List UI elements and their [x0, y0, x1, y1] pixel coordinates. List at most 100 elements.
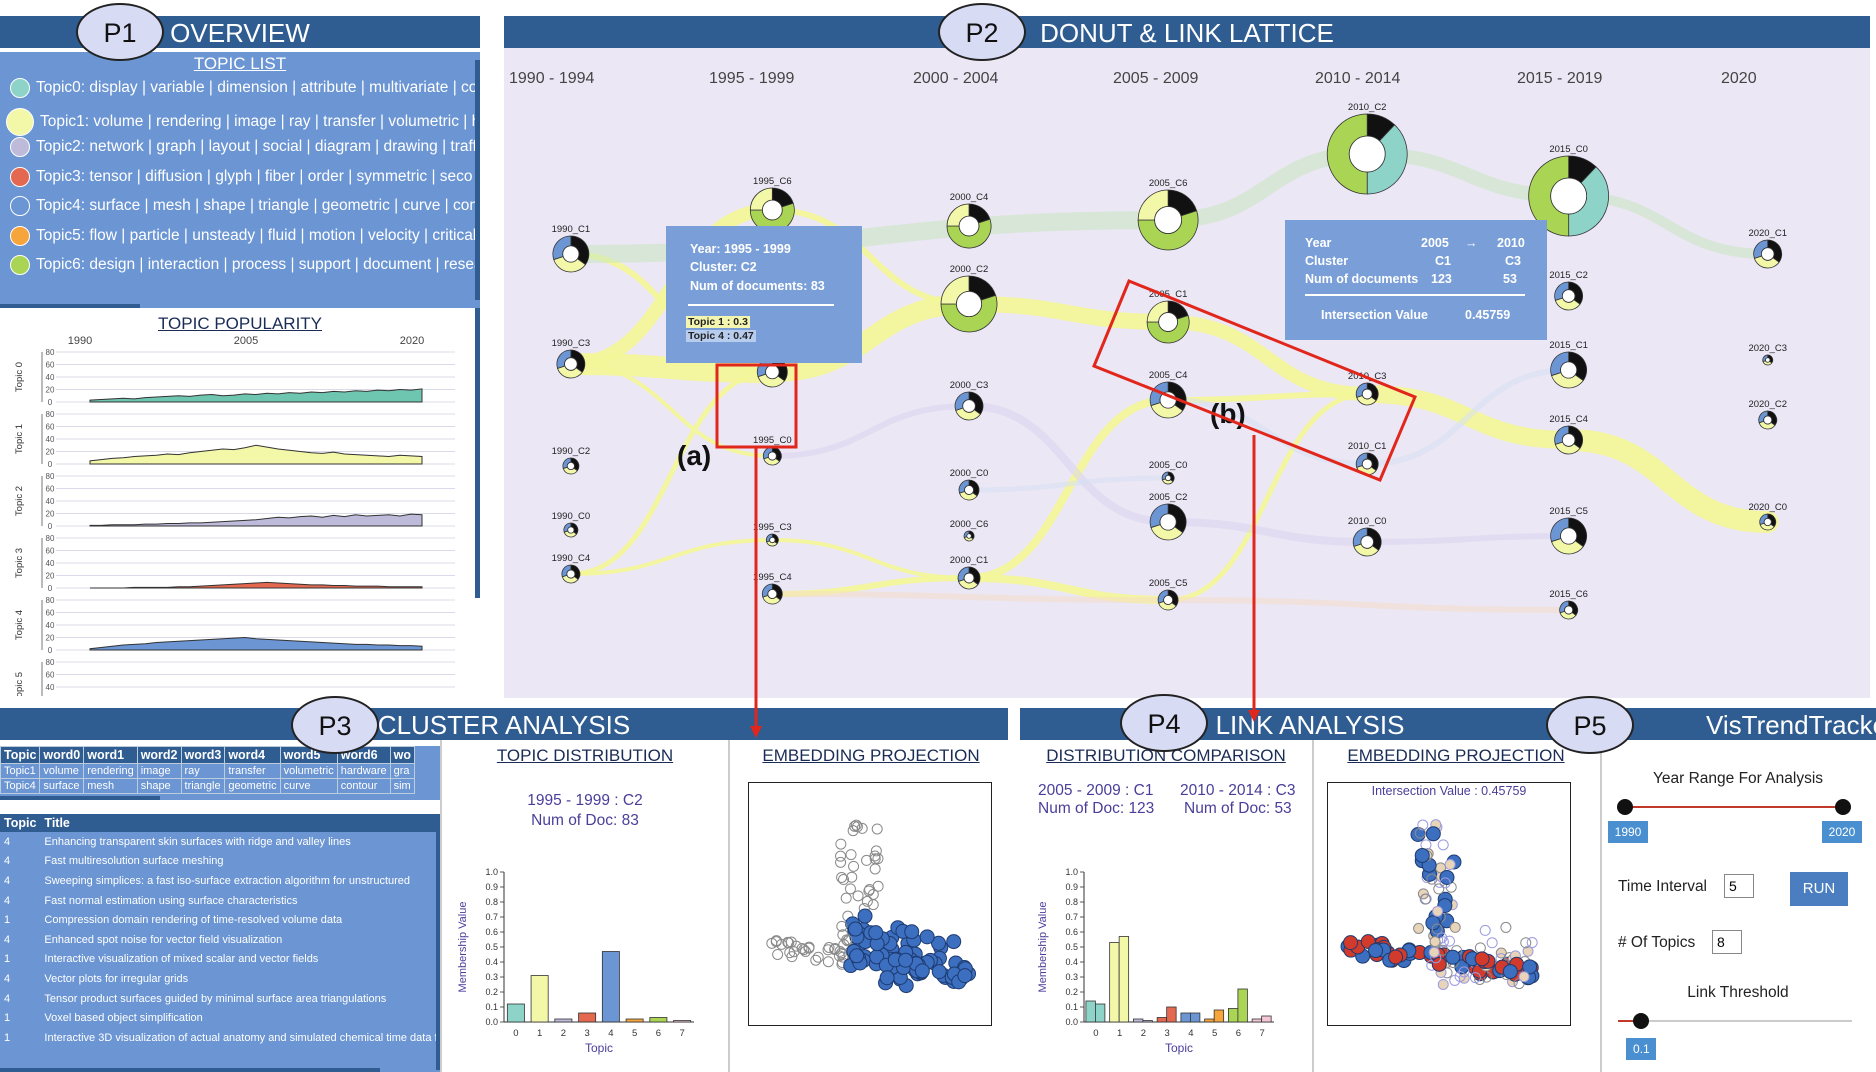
title-table-row[interactable]: 4 Fast normal estimation using surface ch… — [0, 891, 440, 911]
y-axis-label: Membership Value — [457, 902, 469, 993]
popularity-scrollbar[interactable] — [475, 308, 480, 598]
title-table-row[interactable]: Topic Title — [0, 814, 440, 832]
link-tip-docs-label: Num of documents — [1305, 272, 1419, 286]
document-title-table[interactable]: Topic Title 4 Enhancing transparent skin su… — [0, 814, 440, 1072]
cluster-donut: 2020_C0 — [1748, 502, 1787, 531]
topic-distribution-chart: 0.0 0.1 0.2 0.3 0.4 0.5 0.6 0.7 0.8 0.9 1.0 Members… — [457, 867, 694, 1055]
embedding-point — [957, 968, 973, 984]
pop-tick-label: 20 — [46, 696, 55, 697]
title-table-cell: Enhancing transparent skin surfaces with… — [44, 835, 351, 848]
pop-row-label: Topic 4 — [14, 610, 25, 640]
topic-color-swatch — [10, 225, 30, 246]
word-table-cell: wo — [389, 746, 415, 764]
pop-tick-label: 40 — [46, 683, 55, 692]
topic-distribution-title: TOPIC DISTRIBUTION — [496, 746, 674, 765]
cluster-label: 1990_C1 — [552, 224, 591, 235]
lattice-year-column: 2005 - 2009 — [1113, 70, 1199, 87]
y-tick-label: 0.2 — [485, 987, 498, 997]
pop-tick-label: 80 — [46, 472, 55, 481]
title-table-row[interactable]: 1 Interactive visualization of mixed scal… — [0, 950, 440, 970]
cluster-label: 2020_C1 — [1748, 228, 1787, 239]
y-tick-label: 0.1 — [1065, 1002, 1078, 1012]
cluster-dist-heading: 1995 - 1999 : C2 — [527, 792, 643, 809]
embedding-point — [1431, 923, 1443, 935]
bar — [1142, 1020, 1153, 1023]
annotation-a: (a) — [677, 440, 712, 471]
title-table-row[interactable]: 4 Sweeping simplices: a fast iso-surface … — [0, 871, 440, 891]
bar — [1189, 1012, 1201, 1023]
embedding-point — [1437, 978, 1449, 990]
word-table-row[interactable]: Topic4 surface mesh shape triangle geometric c… — [0, 778, 415, 794]
word-table-row[interactable]: Topic1 volume rendering image ray transfer vol… — [0, 763, 415, 779]
link-analysis-panel: LINK ANALYSIS DISTRIBUTION COMPARISON 20… — [1020, 708, 1600, 1072]
pop-tick-label: 0 — [48, 398, 53, 407]
pop-tick-label: 60 — [46, 547, 55, 556]
title-table-row[interactable]: 1 Interactive 3D visualization of actual … — [0, 1028, 440, 1048]
title-table-row[interactable]: 1 Compression domain rendering of time-re… — [0, 910, 440, 930]
year-range-min-handle[interactable] — [1617, 799, 1633, 815]
lattice-year-column: 1990 - 1994 — [509, 70, 595, 87]
topic-list-item[interactable]: Topic3: tensor | diffusion | glyph | fib… — [10, 166, 473, 193]
topic-list-item[interactable]: Topic5: flow | particle | unsteady | flu… — [10, 225, 476, 252]
topic-list-item[interactable]: Topic4: surface | mesh | shape | triangl… — [10, 196, 480, 222]
embedding-point — [861, 854, 873, 866]
cluster-donut: 2000_C1 — [950, 555, 988, 590]
cluster-donut: 2000_C4 — [946, 192, 992, 249]
topic-list-item[interactable]: Topic1: volume | rendering | image | ray… — [6, 107, 480, 136]
link-threshold-track[interactable] — [1618, 1020, 1852, 1022]
word-table-cell: word4 — [224, 746, 281, 764]
title-table-row[interactable]: 1 Voxel based object simplification — [0, 1008, 440, 1028]
bar — [554, 1018, 573, 1023]
topic-color-swatch — [10, 166, 30, 187]
run-button[interactable]: RUN — [1790, 872, 1848, 906]
cluster-label: 2000_C6 — [950, 519, 989, 530]
time-interval-input[interactable] — [1724, 874, 1754, 898]
cluster-label: 1995_C4 — [753, 572, 792, 583]
link-tip-year-label: Year — [1305, 236, 1332, 250]
topic-list-scrollbar[interactable] — [0, 304, 140, 308]
y-tick-label: 0.5 — [485, 942, 498, 952]
bar — [1109, 942, 1120, 1023]
bar — [1213, 1009, 1225, 1023]
title-table-cell: 1 — [4, 914, 11, 927]
embedding-point — [931, 964, 947, 980]
bar — [1156, 1017, 1168, 1023]
x-tick-label: 3 — [584, 1028, 589, 1039]
cluster-label: 2015_C0 — [1549, 144, 1588, 155]
topic-list[interactable]: TOPIC LIST Topic0: display | variable | … — [0, 52, 480, 308]
title-table-cell: 1 — [4, 1012, 11, 1025]
y-tick-label: 0.7 — [1065, 912, 1078, 922]
lattice-link — [1165, 391, 1370, 603]
pop-row-label: Topic 2 — [14, 486, 25, 516]
title-table-row[interactable]: 4 Enhanced spot noise for vector field vi… — [0, 930, 440, 950]
topic-list-item[interactable]: Topic0: display | variable | dimension |… — [10, 78, 480, 104]
lattice-link — [568, 538, 775, 576]
embedding-projection-plot[interactable] — [748, 782, 992, 1026]
x-tick-label: 4 — [1188, 1028, 1193, 1039]
topic-list-vscrollbar[interactable] — [475, 60, 480, 300]
num-topics-input[interactable] — [1712, 930, 1742, 954]
cluster-donut: 2020_C2 — [1748, 399, 1787, 430]
cluster-donut: 1995_C0 — [753, 435, 792, 466]
title-table-row[interactable]: 4 Vector plots for irregular grids — [0, 969, 440, 989]
topic-word-table[interactable]: Topic word0 word1 word2 word3 word4 word5 word6… — [0, 746, 440, 800]
word-table-cell: mesh — [83, 778, 138, 794]
title-table-row[interactable]: 4 Fast multiresolution surface meshing — [0, 852, 440, 872]
year-range-max-handle[interactable] — [1835, 799, 1851, 815]
topic-list-item[interactable]: Topic6: design | interaction | process |… — [10, 255, 480, 281]
link-threshold-handle[interactable] — [1633, 1013, 1650, 1029]
embedding-point — [852, 890, 864, 902]
lattice-link — [961, 296, 1177, 330]
cluster-label: 1995_C6 — [753, 176, 792, 187]
title-table-row[interactable]: 4 Enhancing transparent skin surfaces wit… — [0, 832, 440, 852]
link-embedding-plot[interactable] — [1327, 782, 1571, 1026]
bar — [1261, 1015, 1272, 1023]
y-tick-label: 0.8 — [485, 897, 498, 907]
embedding-point — [868, 925, 884, 941]
x-tick-label: 3 — [1164, 1028, 1169, 1039]
topic-list-item[interactable]: Topic2: network | graph | layout | socia… — [10, 137, 480, 163]
year-range-track[interactable] — [1625, 806, 1845, 808]
title-table-row[interactable]: 4 Tensor product surfaces guided by minim… — [0, 989, 440, 1009]
title-table-cell: Voxel based object simplification — [44, 1012, 203, 1025]
word-table-cell: contour — [336, 778, 391, 794]
